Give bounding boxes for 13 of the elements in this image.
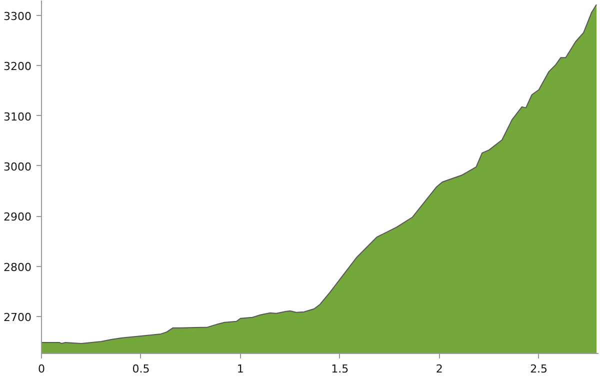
y-tick-label: 3300 bbox=[4, 10, 32, 24]
x-tick-label: 2.5 bbox=[530, 362, 548, 376]
y-tick-label: 3000 bbox=[4, 160, 32, 174]
x-tick-label: 1.5 bbox=[331, 362, 349, 376]
x-tick-label: 0.5 bbox=[132, 362, 150, 376]
y-tick-label: 2700 bbox=[4, 310, 32, 324]
x-tick-label: 1 bbox=[236, 362, 244, 376]
y-tick-label: 2900 bbox=[4, 210, 32, 224]
x-tick-label: 0 bbox=[38, 362, 45, 376]
y-tick-label: 3100 bbox=[4, 110, 32, 124]
x-tick-label: 2 bbox=[436, 362, 443, 376]
y-tick-label: 3200 bbox=[4, 60, 32, 74]
y-tick-label: 2800 bbox=[4, 260, 32, 274]
